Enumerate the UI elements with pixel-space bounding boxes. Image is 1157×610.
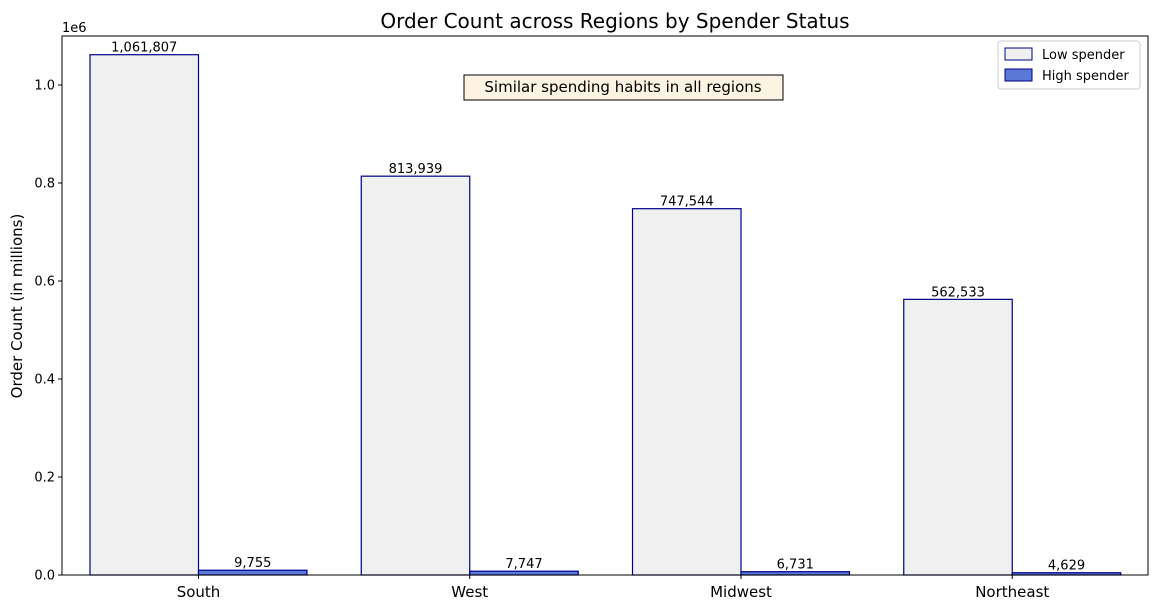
annotation-box: Similar spending habits in all regions	[463, 74, 784, 101]
y-tick-label: 0.2	[34, 471, 55, 486]
legend-swatch-high-spender	[1004, 68, 1033, 82]
legend-label-low-spender: Low spender	[1042, 48, 1125, 63]
legend-swatch-low-spender	[1004, 47, 1033, 61]
x-tick-label-northeast: Northeast	[975, 583, 1049, 601]
bar-low-spender-midwest	[631, 208, 742, 576]
bar-low-spender-south	[89, 54, 200, 576]
bar-value-label: 562,533	[931, 285, 985, 300]
legend-label-high-spender: High spender	[1042, 69, 1130, 84]
bar-low-spender-west	[360, 175, 471, 576]
bar-value-label: 4,629	[1048, 559, 1085, 574]
bar-value-label: 813,939	[389, 162, 443, 177]
y-tick-label: 0.6	[34, 275, 55, 290]
bar-low-spender-northeast	[903, 298, 1013, 576]
y-axis-offset-label: 1e6	[62, 21, 87, 36]
bar-value-label: 6,731	[777, 558, 814, 573]
y-tick-label: 0.8	[34, 177, 55, 192]
annotation-background	[463, 74, 784, 101]
bars-layer: 1,061,807 9,755 813,939 7,747 747,544 6,731 56…	[89, 41, 1122, 576]
y-axis-label: Order Count (in millions)	[8, 214, 26, 399]
x-tick-label-south: South	[177, 583, 221, 601]
y-tick-label: 0.4	[34, 373, 55, 388]
bar-value-label: 747,544	[660, 195, 714, 210]
y-tick-label: 0.0	[34, 569, 55, 584]
y-tick-label: 1.0	[34, 79, 55, 94]
plot-frame	[61, 35, 1149, 576]
bar-value-label: 1,061,807	[111, 41, 177, 56]
bar-value-label: 7,747	[505, 557, 542, 572]
chart-title: Order Count across Regions by Spender St…	[380, 9, 849, 33]
legend: Low spender High spender	[997, 40, 1141, 90]
annotation-text: Similar spending habits in all regions	[484, 78, 761, 96]
x-tick-label-west: West	[451, 583, 488, 601]
bar-value-label: 9,755	[234, 556, 271, 571]
axis-ticks: South West Midwest Northeast 0.0 0.2 0.4 0.6 0.8…	[34, 79, 1049, 602]
legend-frame	[997, 40, 1141, 90]
x-tick-label-midwest: Midwest	[710, 583, 772, 601]
